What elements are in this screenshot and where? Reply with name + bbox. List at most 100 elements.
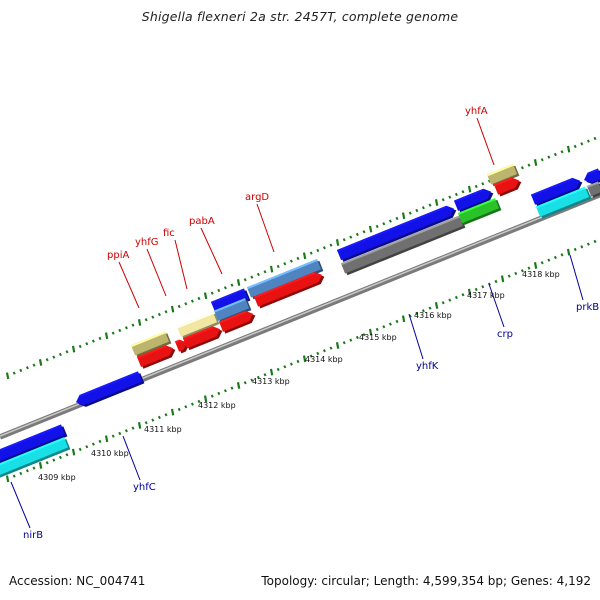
- tick-mark: [223, 389, 227, 393]
- tick-mark: [118, 431, 122, 436]
- tick-mark: [454, 192, 458, 197]
- gene-label-text: ppiA: [107, 250, 129, 261]
- tick-mark: [157, 415, 161, 420]
- tick-mark: [467, 288, 472, 296]
- tick-mark: [256, 272, 260, 277]
- tick-mark: [19, 471, 23, 476]
- tick-mark: [32, 466, 36, 470]
- gene-feature: [246, 259, 324, 300]
- scale-label: 4318 kbp: [522, 270, 560, 279]
- tick-mark: [243, 381, 247, 385]
- tick-mark: [52, 458, 56, 462]
- tick-mark: [494, 279, 498, 284]
- gene-feature: [530, 177, 583, 207]
- tick-mark: [401, 315, 406, 323]
- tick-mark: [177, 407, 181, 412]
- tick-mark: [230, 386, 234, 390]
- tick-mark: [71, 345, 76, 353]
- tick-mark: [335, 342, 340, 349]
- gene-feature: [586, 181, 600, 198]
- tick-mark: [355, 232, 359, 237]
- tick-mark: [263, 270, 267, 274]
- gene-feature: [336, 205, 457, 262]
- tick-mark: [461, 190, 465, 194]
- tick-mark: [329, 346, 333, 350]
- tick-mark: [12, 371, 16, 375]
- gene-feature: [75, 371, 145, 407]
- tick-mark: [507, 274, 511, 278]
- tick-mark: [250, 275, 254, 279]
- gene-label-text: fic: [163, 228, 175, 239]
- tick-mark: [203, 395, 208, 403]
- gene-label-pabA: pabA: [189, 216, 223, 275]
- tick-mark: [289, 362, 293, 366]
- tick-mark: [58, 352, 62, 357]
- tick-mark: [85, 445, 89, 449]
- tick-mark: [316, 248, 320, 253]
- gene-feature: [457, 198, 502, 226]
- tick-mark: [78, 447, 82, 452]
- gene-features: [0, 163, 600, 480]
- scale-label: 4317 kbp: [467, 291, 505, 300]
- tick-mark: [276, 367, 280, 372]
- tick-mark: [368, 225, 373, 233]
- gene-label-text: yhfC: [133, 482, 156, 493]
- scale-labels: 4309 kbp 4310 kbp 4311 kbp 4312 kbp 4313 kbp…: [38, 270, 560, 482]
- tick-mark: [448, 195, 452, 199]
- tick-mark: [38, 359, 43, 366]
- tick-mark: [553, 255, 557, 260]
- tick-mark: [65, 350, 69, 354]
- tick-mark: [448, 298, 452, 302]
- tick-mark: [197, 296, 201, 301]
- gene-label-yhfA: yhfA: [465, 106, 495, 166]
- tick-mark: [395, 216, 399, 221]
- tick-mark: [527, 266, 531, 270]
- tick-mark: [388, 219, 392, 223]
- gene-label-fic: fic: [163, 228, 188, 290]
- tick-mark: [434, 199, 439, 206]
- tick-mark: [170, 408, 175, 416]
- gene-feature: [0, 437, 71, 480]
- accession-label: Accession: NC_004741: [9, 574, 146, 588]
- tick-mark: [375, 327, 379, 332]
- gene-feature: [213, 298, 252, 323]
- tick-mark: [250, 378, 254, 382]
- tick-mark: [296, 359, 300, 364]
- tick-mark: [487, 179, 491, 183]
- gene-feature: [0, 424, 68, 466]
- tick-mark: [236, 382, 241, 389]
- tick-mark: [111, 331, 115, 335]
- tick-mark: [573, 247, 577, 252]
- tick-mark: [533, 159, 538, 166]
- tick-mark: [309, 251, 313, 255]
- genome-summary: Topology: circular; Length: 4,599,354 bp…: [261, 574, 591, 588]
- gene-feature: [182, 326, 223, 351]
- tick-mark: [316, 351, 320, 356]
- tick-mark: [184, 405, 188, 409]
- tick-mark: [520, 269, 524, 273]
- tick-mark: [223, 286, 227, 290]
- gene-label-text: prkB: [576, 302, 599, 313]
- tick-mark: [593, 239, 597, 244]
- tick-mark: [342, 341, 346, 345]
- tick-mark: [276, 264, 280, 269]
- gene-label-ppiA: ppiA: [107, 250, 140, 309]
- tick-mark: [71, 448, 76, 456]
- tick-mark: [164, 310, 168, 314]
- tick-mark: [58, 455, 62, 460]
- scale-label: 4313 kbp: [252, 377, 290, 386]
- tick-mark: [375, 224, 379, 229]
- tick-mark: [540, 261, 544, 265]
- scale-label: 4311 kbp: [144, 425, 182, 434]
- tick-mark: [236, 279, 241, 286]
- tick-mark: [12, 474, 16, 478]
- tick-mark: [151, 315, 155, 319]
- tick-mark: [547, 155, 551, 159]
- tick-mark: [144, 318, 148, 322]
- tick-mark: [547, 258, 551, 262]
- tick-mark: [137, 422, 142, 429]
- tick-mark: [388, 322, 392, 326]
- tick-mark: [78, 344, 82, 349]
- tick-mark: [296, 256, 300, 261]
- gene-feature: [130, 331, 172, 358]
